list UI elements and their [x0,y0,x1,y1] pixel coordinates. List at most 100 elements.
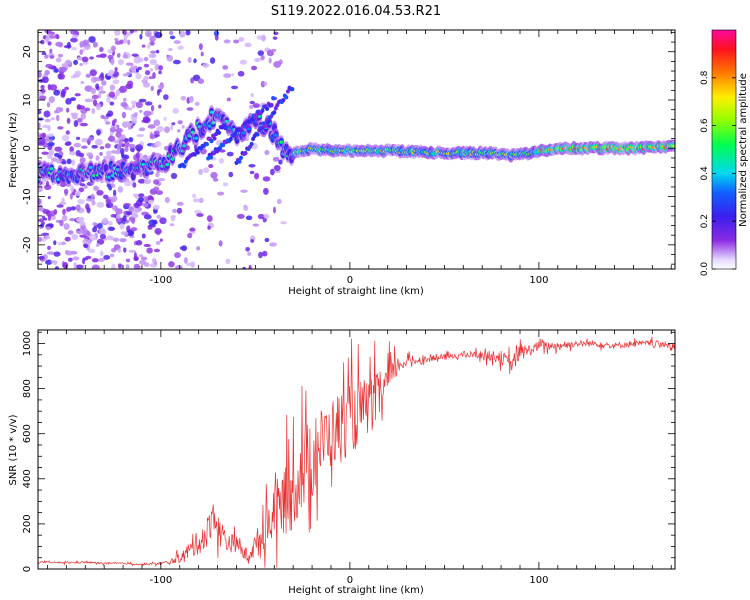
heat-cell [245,246,250,252]
heat-cell [105,198,111,204]
heat-cell [157,84,163,89]
heat-cell [102,116,110,120]
heat-cell [245,123,250,129]
heat-cell [73,142,82,148]
heat-cell [144,101,153,106]
heat-cell [44,69,50,76]
heat-cell [71,234,79,240]
heat-cell [98,228,107,236]
spectrogram-y-tick-label: -20 [22,237,33,253]
heat-cell [273,164,281,172]
heat-cell [74,190,82,196]
heat-cell [129,30,134,34]
heat-cell [79,49,83,55]
heat-cell [190,261,195,268]
heat-cell [75,136,81,141]
colorbar-label: Normalized spectral amplitude [738,73,749,227]
spectrogram-y-tick-label: -10 [22,188,33,204]
heat-cell [146,247,153,254]
heat-cell [250,93,255,98]
heat-cell [114,30,121,36]
heat-cell [71,46,78,51]
heat-cell [138,127,146,132]
heat-cell [143,75,149,82]
heat-cell [117,263,122,269]
heat-cell [155,190,164,196]
heat-cell [133,56,141,64]
heat-cell [137,66,142,71]
heat-cell [147,124,156,129]
heat-cell [174,252,181,259]
heat-cell [48,96,55,103]
heat-cell [112,237,120,242]
heat-cell [153,179,160,185]
heat-cell [157,178,166,182]
heat-cell [111,195,118,202]
heat-cell [45,63,53,69]
heat-cell [252,223,259,227]
heat-cell [158,65,163,71]
heat-cell [138,254,144,258]
heat-cell [231,85,239,90]
heat-cell [126,107,133,111]
heat-cell [40,84,45,90]
heat-cell [127,80,134,87]
heat-cell [55,57,62,63]
heat-cell [83,227,88,234]
heat-cell [250,239,254,243]
heat-cell [239,59,248,65]
heat-cell [96,201,105,208]
heat-cell [172,208,177,214]
heat-cell [158,70,162,75]
heat-cell [212,136,217,141]
heat-cell [256,35,262,40]
heat-cell [71,159,76,166]
heat-cell [128,143,136,149]
colorbar-gradient [712,30,736,269]
heat-cell [109,126,117,133]
colorbar-tick-label: 0.6 [700,118,710,133]
heat-cell [150,40,154,46]
spectrogram-x-label: Height of straight line (km) [288,286,424,297]
heat-cell [66,107,70,113]
heat-cell [38,109,42,115]
heat-cell [76,217,84,223]
heat-cell [248,264,252,269]
heat-cell [95,155,100,161]
heat-cell [154,63,160,71]
heat-cell [96,190,104,196]
heat-cell [134,112,138,117]
heat-cell [42,209,50,215]
heat-cell [81,137,89,143]
heat-cell [70,112,79,116]
heat-cell [155,49,160,54]
heat-cell [156,214,161,219]
heat-cell [258,251,263,259]
heat-cell [175,265,183,269]
heat-cell [53,89,61,96]
heat-cell [62,208,66,216]
heat-cell [107,135,116,142]
heat-cell [40,39,45,45]
heat-cell [149,58,158,66]
heat-cell [177,120,183,125]
heat-cell [153,119,161,127]
heat-cell [190,77,194,84]
spectrogram-y-tick-label: 10 [22,94,33,107]
heat-cell [111,263,116,269]
heat-cell [118,138,123,146]
snr-x-tick-label: -100 [150,575,173,586]
heat-cell [108,226,116,231]
heat-cell [38,95,47,101]
heat-cell [116,124,120,129]
heat-cell [123,121,131,128]
heat-cell [254,57,262,62]
heat-cell [147,44,151,49]
heat-cell [93,185,99,191]
heat-cell [80,113,86,120]
heat-cell [206,215,213,223]
snr-y-tick-label: 1000 [22,331,33,356]
heat-cell [75,204,81,212]
heat-cell [137,178,146,184]
heat-cell [156,125,164,133]
